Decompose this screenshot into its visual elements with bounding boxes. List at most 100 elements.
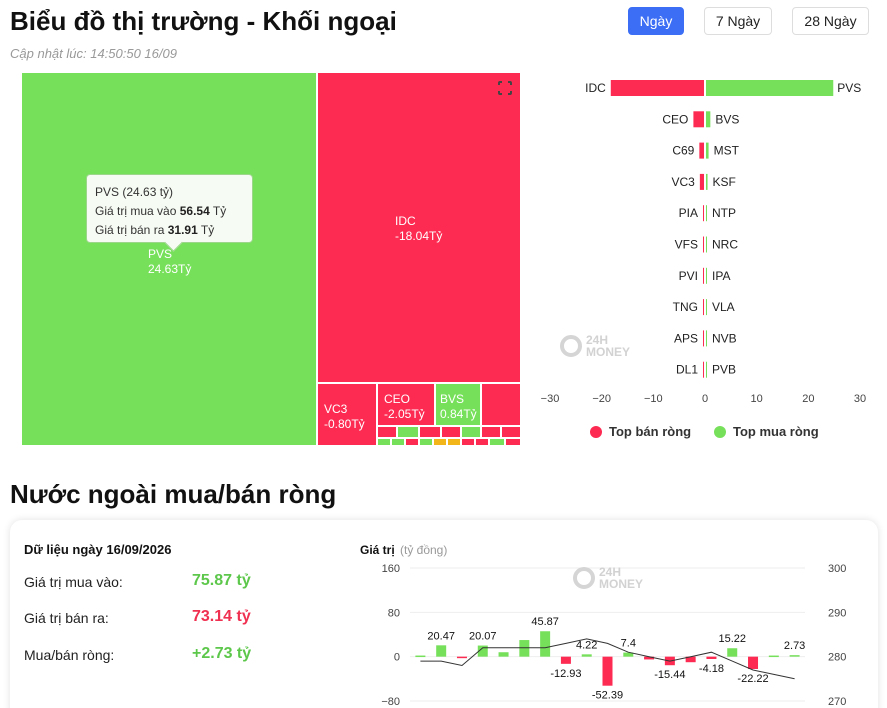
buy-bar <box>706 330 707 347</box>
treemap-cell[interactable] <box>505 438 521 446</box>
treemap-cell[interactable] <box>501 426 521 438</box>
tooltip-buy-label: Giá trị mua vào <box>95 204 177 218</box>
net-summary-card: Dữ liệu ngày 16/09/2026 Giá trị mua vào:… <box>10 520 878 708</box>
bar-value-label: -4.18 <box>699 663 724 675</box>
bar-value-label: -12.93 <box>550 668 581 680</box>
x-tick-label: −10 <box>644 393 663 405</box>
buy-bar <box>706 236 707 253</box>
treemap-cell[interactable] <box>475 438 489 446</box>
tooltip-sell-value: 31.91 <box>167 223 198 237</box>
index-line <box>420 638 795 680</box>
bar-value-label: 7.4 <box>621 638 636 650</box>
sell-ticker-label: DL1 <box>676 363 698 377</box>
treemap-value: 0.84Tỷ <box>440 407 477 421</box>
treemap-cell[interactable] <box>419 438 433 446</box>
treemap-cell[interactable] <box>461 426 481 438</box>
buy-ticker-label: NRC <box>712 238 738 252</box>
tooltip-sell-label: Giá trị bán ra <box>95 223 165 237</box>
net-bar <box>519 640 530 657</box>
net-bar <box>768 655 779 658</box>
watermark-line2: MONEY <box>599 577 644 591</box>
treemap-cell[interactable] <box>391 438 405 446</box>
x-tick-label: 0 <box>702 393 708 405</box>
treemap-ticker: PVS <box>148 247 173 261</box>
treemap-cell[interactable] <box>405 438 419 446</box>
treemap-cell-pvs[interactable]: PVS 24.63Tỷ <box>21 72 317 446</box>
buy-ticker-label: IPA <box>712 269 730 283</box>
treemap-cell[interactable] <box>419 426 441 438</box>
bar-value-label: -52.39 <box>592 690 623 702</box>
legend-buy-label: Top mua ròng <box>733 424 819 439</box>
legend-sell-dot <box>590 425 602 438</box>
legend-buy[interactable]: Top mua ròng <box>714 424 819 439</box>
net-bar <box>436 645 447 657</box>
chart-unit: (tỷ đồng) <box>400 543 447 557</box>
x-tick-label: −30 <box>541 393 560 405</box>
range-28-day-button[interactable]: 28 Ngày <box>792 7 869 35</box>
watermark-line1: 24H <box>599 565 622 579</box>
fullscreen-icon[interactable] <box>496 79 514 97</box>
watermark-icon <box>560 335 582 357</box>
buy-ticker-label: PVS <box>837 81 861 95</box>
bar-value-label: -22.22 <box>737 673 768 685</box>
treemap-cell-bvs[interactable]: BVS 0.84Tỷ <box>435 383 481 426</box>
legend-sell-label: Top bán ròng <box>609 424 692 439</box>
sell-bar <box>703 267 704 284</box>
sell-bar <box>693 111 704 128</box>
buy-value: 75.87 tỷ <box>192 572 251 589</box>
buy-bar <box>706 361 707 378</box>
treemap-cell[interactable] <box>377 438 391 446</box>
treemap-cell-vc3[interactable]: VC3 -0.80Tỷ <box>317 383 377 446</box>
y2-tick-label: 280 <box>828 652 846 664</box>
bar-value-label: 20.47 <box>427 630 455 642</box>
sell-ticker-label: VFS <box>675 238 698 252</box>
tooltip-sell-unit: Tỷ <box>200 223 215 237</box>
sell-bar <box>703 330 704 347</box>
net-flow-bar-chart: Giá trị (tỷ đồng)160 300 80 290 0 280 −80 270 20.… <box>360 543 846 708</box>
net-bar <box>540 631 551 657</box>
y-tick-label: 160 <box>382 563 400 575</box>
top-net-bar-chart: IDC PVS CEO BVS C69 MST VC3 KSF PIA NTP VFS NRC PVI I… <box>541 80 866 405</box>
treemap-value: -18.04Tỷ <box>395 229 443 243</box>
x-tick-label: 30 <box>854 393 866 405</box>
legend-sell[interactable]: Top bán ròng <box>590 424 691 439</box>
net-value: +2.73 tỷ <box>192 645 252 662</box>
buy-bar <box>706 205 707 222</box>
treemap-cell-ceo[interactable]: CEO -2.05Tỷ <box>377 383 435 426</box>
treemap-cell[interactable] <box>481 426 501 438</box>
treemap-cell[interactable] <box>397 426 419 438</box>
treemap: PVS 24.63Tỷ IDC -18.04Tỷ VC3 -0.80Tỷ CEO… <box>21 72 521 446</box>
bar-value-label: 45.87 <box>531 616 559 628</box>
sell-ticker-label: IDC <box>585 81 606 95</box>
treemap-cell[interactable] <box>481 383 521 426</box>
treemap-tooltip: PVS (24.63 tỷ) Giá trị mua vào 56.54 Tỷ … <box>86 174 253 243</box>
sell-bar <box>699 142 704 159</box>
treemap-cell[interactable] <box>461 438 475 446</box>
net-bar <box>706 656 717 659</box>
treemap-value: -2.05Tỷ <box>384 407 425 421</box>
sell-ticker-label: TNG <box>673 300 698 314</box>
treemap-ticker: VC3 <box>324 402 348 416</box>
range-7-day-button[interactable]: 7 Ngày <box>704 7 772 35</box>
net-bar <box>415 655 426 658</box>
sell-bar <box>703 361 704 378</box>
treemap-cell[interactable] <box>377 426 397 438</box>
x-tick-label: 10 <box>751 393 763 405</box>
tooltip-buy-unit: Tỷ <box>212 204 227 218</box>
x-tick-label: 20 <box>802 393 814 405</box>
treemap-cell[interactable] <box>433 438 447 446</box>
treemap-cell-idc[interactable]: IDC -18.04Tỷ <box>317 72 521 383</box>
treemap-cell[interactable] <box>489 438 505 446</box>
treemap-cell[interactable] <box>441 426 461 438</box>
net-bar <box>456 656 467 659</box>
bar-value-label: 4.22 <box>576 639 597 651</box>
net-bar <box>748 656 759 669</box>
treemap-cell[interactable] <box>447 438 461 446</box>
net-value-label: Mua/bán ròng: <box>24 647 115 663</box>
y-tick-label: 80 <box>388 607 400 619</box>
range-day-button[interactable]: Ngày <box>628 7 684 35</box>
net-bar <box>581 654 592 657</box>
net-bar <box>644 656 655 660</box>
treemap-value: -0.80Tỷ <box>324 417 365 431</box>
buy-bar <box>706 173 708 190</box>
